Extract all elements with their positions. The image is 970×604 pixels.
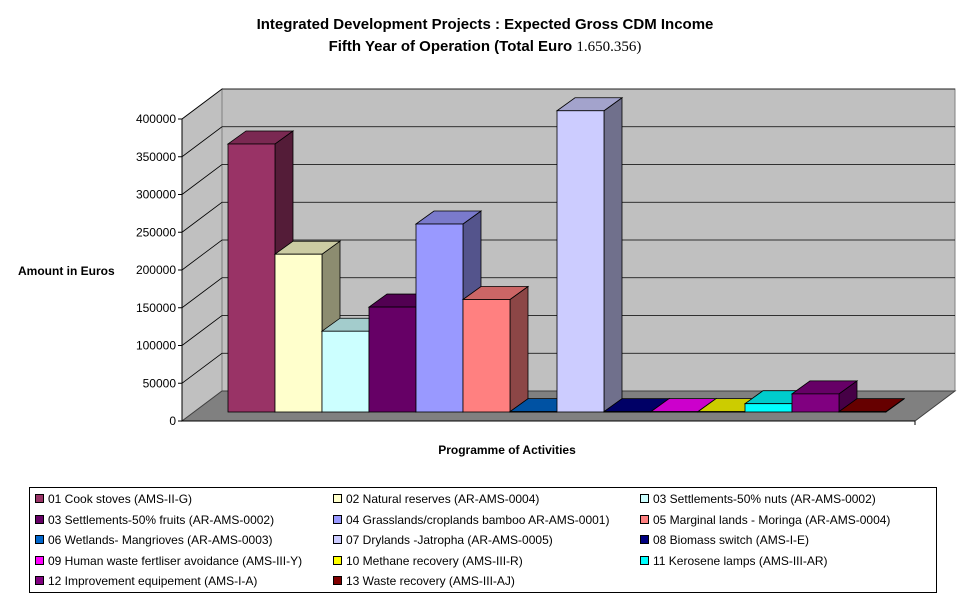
y-tick-label: 50000 (143, 376, 177, 390)
legend-item: 11 Kerosene lamps (AMS-III-AR) (640, 553, 828, 569)
gridline (181, 239, 955, 271)
bar (227, 143, 276, 413)
legend-item: 03 Settlements-50% fruits (AR-AMS-0002) (35, 512, 274, 528)
bar-chart: 0 50000 100000 150000 200000 250000 300000 3500… (136, 88, 957, 428)
legend-label: 03 Settlements-50% nuts (AR-AMS-0002) (653, 492, 876, 506)
legend-swatch (640, 514, 649, 524)
legend-item: 05 Marginal lands - Moringa (AR-AMS-0004… (640, 512, 890, 528)
legend-item: 06 Wetlands- Mangrioves (AR-AMS-0003) (35, 532, 273, 548)
legend-swatch (333, 494, 342, 503)
y-tick-label: 100000 (136, 339, 176, 353)
legend-label: 01 Cook stoves (AMS-II-G) (48, 492, 193, 506)
legend-swatch (35, 535, 44, 544)
chart-title-total: 1.650.356 (576, 39, 637, 55)
legend-label: 13 Waste recovery (AMS-III-AJ) (346, 574, 515, 588)
chart-title-suffix: ) (636, 39, 642, 55)
legend-swatch (35, 555, 44, 565)
bar (650, 411, 699, 413)
legend-swatch (35, 576, 44, 585)
legend-item: 07 Drylands -Jatropha (AR-AMS-0005) (333, 532, 553, 548)
bar (274, 253, 323, 413)
legend-label: 11 Kerosene lamps (AMS-III-AR) (653, 553, 828, 568)
chart-legend: 01 Cook stoves (AMS-II-G) 02 Natural rese… (29, 487, 937, 593)
gridline (181, 126, 955, 158)
legend-swatch (640, 535, 649, 544)
legend-label: 10 Methane recovery (AMS-III-R) (346, 553, 523, 568)
legend-swatch (35, 494, 44, 503)
legend-label: 06 Wetlands- Mangrioves (AR-AMS-0003) (48, 533, 273, 547)
bar (462, 299, 511, 413)
gridline (181, 164, 955, 195)
bar (415, 223, 464, 413)
chart-title-prefix: Fifth Year of Operation (Total Euro (328, 38, 577, 55)
legend-item: 12 Improvement equipement (AMS-I-A) (35, 573, 257, 589)
legend-swatch (333, 514, 342, 524)
legend-swatch (640, 555, 649, 565)
x-axis-label: Programme of Activities (438, 443, 576, 457)
gridline (181, 315, 955, 346)
bar-side (509, 285, 529, 413)
bar (603, 411, 652, 413)
legend-label: 12 Improvement equipement (AMS-I-A) (48, 574, 258, 588)
y-tick-label: 400000 (136, 112, 176, 126)
bar (744, 403, 793, 413)
bar (509, 411, 558, 413)
bar (791, 393, 840, 413)
legend-label: 02 Natural reserves (AR-AMS-0004) (346, 492, 540, 506)
legend-label: 07 Drylands -Jatropha (AR-AMS-0005) (346, 533, 553, 547)
y-tick-label: 0 (169, 414, 176, 428)
legend-label: 08 Biomass switch (AMS-I-E) (653, 533, 810, 547)
legend-label: 04 Grasslands/croplands bamboo AR-AMS-00… (346, 512, 610, 527)
bar (838, 411, 887, 413)
legend-item: 03 Settlements-50% nuts (AR-AMS-0002) (640, 491, 876, 507)
legend-item: 08 Biomass switch (AMS-I-E) (640, 532, 809, 548)
y-axis-label: Amount in Euros (18, 264, 115, 278)
gridline (181, 88, 955, 120)
legend-swatch (333, 535, 342, 544)
legend-item: 13 Waste recovery (AMS-III-AJ) (333, 573, 515, 589)
y-tick-label: 350000 (136, 150, 176, 164)
legend-item: 04 Grasslands/croplands bamboo AR-AMS-00… (333, 512, 609, 528)
legend-label: 09 Human waste fertliser avoidance (AMS-… (48, 553, 303, 568)
bar (321, 330, 370, 413)
legend-swatch (35, 514, 44, 524)
legend-swatch (640, 494, 649, 503)
y-tick-label: 200000 (136, 263, 176, 277)
bar-side (603, 96, 623, 413)
legend-item: 02 Natural reserves (AR-AMS-0004) (333, 491, 539, 507)
gridline (181, 352, 955, 384)
gridline (181, 277, 955, 309)
chart-title-line2: Fifth Year of Operation (Total Euro 1.65… (0, 38, 970, 56)
gridline (181, 201, 955, 233)
legend-label: 03 Settlements-50% fruits (AR-AMS-0002) (48, 512, 275, 527)
bar (697, 411, 746, 413)
bar (556, 110, 605, 413)
legend-item: 01 Cook stoves (AMS-II-G) (35, 491, 192, 507)
legend-swatch (333, 555, 342, 565)
y-tick-label: 150000 (136, 301, 176, 315)
legend-item: 10 Methane recovery (AMS-III-R) (333, 553, 523, 569)
legend-item: 09 Human waste fertliser avoidance (AMS-… (35, 553, 302, 569)
legend-swatch (333, 576, 342, 585)
legend-label: 05 Marginal lands - Moringa (AR-AMS-0004… (653, 512, 891, 527)
y-tick-label: 250000 (136, 225, 176, 239)
y-tick-label: 300000 (136, 188, 176, 202)
bar (368, 306, 417, 413)
chart-title-line1: Integrated Development Projects : Expect… (256, 16, 714, 33)
